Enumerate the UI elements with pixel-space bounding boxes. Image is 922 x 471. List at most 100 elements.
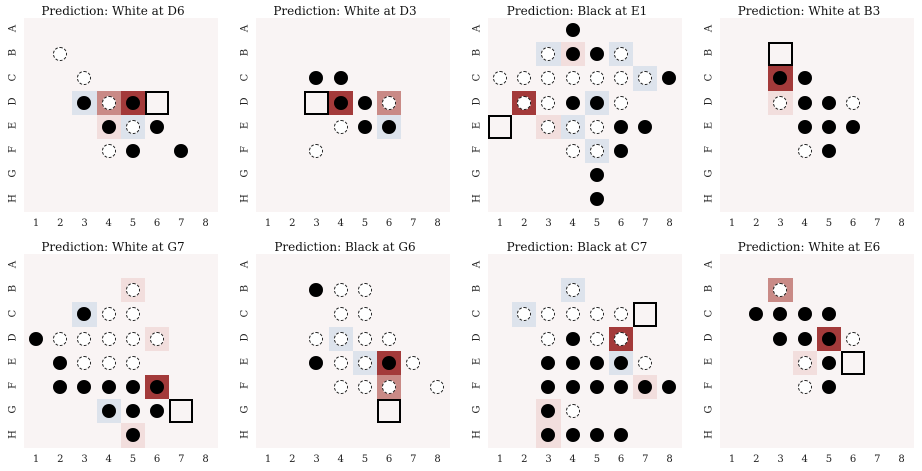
board-cell: [768, 302, 792, 326]
board-cell: [121, 302, 145, 326]
board-cell: [744, 18, 768, 42]
col-label: 5: [129, 453, 137, 465]
board-cell: [609, 399, 633, 423]
board-cell: [744, 351, 768, 375]
board-cell: [121, 375, 145, 399]
board-cell: [720, 423, 744, 447]
heat-cell: [536, 42, 561, 67]
black-piece: [589, 380, 604, 395]
heat-cell: [609, 350, 634, 375]
white-piece: [406, 355, 421, 370]
black-piece: [333, 95, 348, 110]
black-piece: [150, 380, 165, 395]
col-label: 1: [264, 217, 272, 229]
board-cell: [817, 423, 841, 447]
col-label: 7: [178, 453, 185, 465]
black-piece: [101, 380, 116, 395]
board-cell: [561, 423, 585, 447]
board-cell: [488, 139, 512, 163]
board-cell: [512, 278, 536, 302]
board-cell: [401, 163, 425, 187]
board-cell: [488, 91, 512, 115]
board-cell: [657, 91, 681, 115]
board-cell: [585, 327, 609, 351]
board-cell: [793, 139, 817, 163]
heat-cell: [560, 278, 585, 303]
board-cell: [145, 66, 169, 90]
board-cell: [280, 351, 304, 375]
white-piece: [125, 355, 140, 370]
board-cell: [169, 163, 193, 187]
board-cell: [401, 399, 425, 423]
black-piece: [101, 119, 116, 134]
board-cell: [817, 42, 841, 66]
board-cell: [536, 351, 560, 375]
board-cell: [425, 375, 449, 399]
board-cell: [280, 115, 304, 139]
black-piece: [541, 404, 556, 419]
board-cell: [280, 302, 304, 326]
board-cell: [377, 399, 402, 424]
black-piece: [638, 380, 653, 395]
board-cell: [256, 327, 280, 351]
board-cell: [488, 163, 512, 187]
predicted-move-marker: [488, 114, 513, 139]
board-cell: [841, 375, 865, 399]
board-cell: [744, 66, 768, 90]
col-label: 5: [361, 453, 369, 465]
board-cell: [865, 91, 889, 115]
board-cell: [793, 91, 817, 115]
black-piece: [821, 95, 836, 110]
board-cell: [145, 90, 170, 115]
row-label: G: [7, 405, 19, 414]
board-cell: [401, 139, 425, 163]
black-piece: [589, 428, 604, 443]
row-label: G: [7, 169, 19, 178]
white-piece: [333, 331, 348, 346]
board-panel: Prediction: White at D3 A B C D E F G H 1 2 3 4 5 6 7 8: [232, 0, 458, 230]
board-cell: [97, 375, 121, 399]
board-panel: Prediction: Black at C7 A B C D E F G H 1 2 3 4 5 6 7 8: [464, 236, 690, 466]
board-cell: [817, 399, 841, 423]
board-cell: [720, 187, 744, 211]
board-cell: [720, 139, 744, 163]
board-cell: [401, 375, 425, 399]
col-label: 1: [264, 453, 272, 465]
board-cell: [256, 302, 280, 326]
heat-cell: [120, 114, 145, 139]
white-piece: [382, 380, 397, 395]
row-label: A: [7, 24, 19, 33]
board-cell: [48, 115, 72, 139]
board-cell: [889, 327, 913, 351]
board-cell: [889, 66, 913, 90]
black-piece: [821, 307, 836, 322]
row-label: H: [7, 429, 19, 439]
board-cell: [256, 351, 280, 375]
board-cell: [720, 91, 744, 115]
row-label: E: [471, 121, 483, 130]
heat-cell: [584, 90, 609, 115]
board-cell: [145, 278, 169, 302]
board-cell: [841, 66, 865, 90]
board-cell: [488, 423, 512, 447]
board-cell: [793, 302, 817, 326]
row-label: H: [239, 429, 251, 439]
board-cell: [865, 399, 889, 423]
board-cell: [304, 375, 328, 399]
board-cell: [425, 187, 449, 211]
board-cell: [488, 302, 512, 326]
board-cell: [561, 66, 585, 90]
board-cell: [24, 139, 48, 163]
board-cell: [536, 66, 560, 90]
board-cell: [793, 254, 817, 278]
white-piece: [638, 355, 653, 370]
black-piece: [29, 331, 44, 346]
row-label: E: [239, 121, 251, 130]
board-cell: [97, 42, 121, 66]
board-cell: [512, 42, 536, 66]
board-cell: [169, 115, 193, 139]
board-cell: [841, 115, 865, 139]
col-label: 3: [81, 453, 88, 465]
black-piece: [797, 307, 812, 322]
